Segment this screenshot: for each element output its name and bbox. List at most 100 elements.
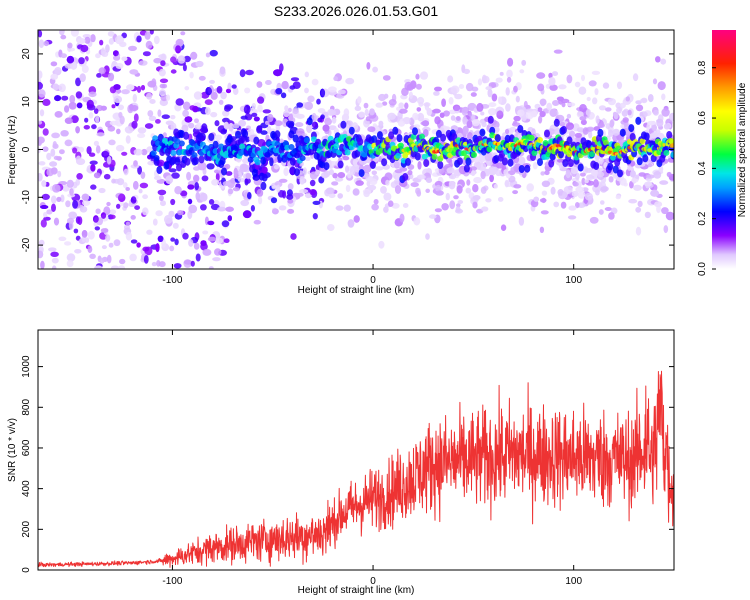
spectrogram-blob [158,261,166,268]
spectrogram-blob [139,182,149,189]
spectrogram-blob [49,161,58,167]
spectrogram-blob [549,108,557,117]
spectrogram-blob [553,49,563,54]
spectrogram-blob [536,72,546,79]
colorbar-ticks: 0.0 0.2 0.4 0.6 0.8 [697,60,716,276]
spectrogram-blob [58,236,67,241]
spectrogram-blob [69,188,74,196]
spectrogram-blob [203,273,212,280]
spectrogram-blob [46,168,54,177]
spectrogram-blob [244,177,251,184]
spectrogram-blob [227,82,232,91]
spectrogram-blob [265,80,272,85]
spectrogram-blob [479,128,486,137]
spectrogram-blob [242,210,252,219]
spectrogram-blob [404,102,409,110]
spectrogram-blob [605,123,611,130]
x-tick-label: 100 [565,576,582,587]
spectrogram-blob [622,117,629,123]
spectrogram-blob [159,89,166,97]
spectrogram-blob [641,97,648,104]
spectrogram-blob [75,126,80,134]
spectrogram-blob [101,150,110,158]
spectrogram-blob [64,139,73,147]
spectrogram-blob [593,179,599,188]
spectrogram-blob [214,274,223,279]
spectrogram-blob [448,97,454,105]
spectrogram-blob [515,106,523,111]
spectrogram-blob [146,229,153,235]
spectrogram-blob [432,108,441,114]
spectrogram-blob [310,136,317,143]
spectrogram-blob [90,164,96,172]
spectrogram-blob [116,128,121,135]
spectrogram-blob [512,190,518,195]
spectrogram-blob [172,222,179,229]
spectrogram-blob [417,161,422,170]
spectrogram-blob [164,214,173,224]
spectrogram-blob [171,172,180,179]
spectrogram-blob [187,198,193,205]
spectrogram-blob [198,75,206,81]
spectrogram-blob [77,38,86,44]
spectrogram-blob [194,182,199,191]
spectrogram-blob [472,195,481,201]
spectrogram-blob [253,116,260,122]
spectrogram-blob [619,128,626,137]
spectrogram-blob [147,110,154,117]
spectrogram-blob [392,126,399,135]
spectrogram-blob [274,130,281,139]
spectrogram-blob [165,15,171,20]
spectrogram-blob [267,125,272,135]
spectrogram-blob [565,169,571,179]
spectrogram-blob [576,111,584,118]
spectrogram-blob [129,69,139,75]
spectrogram-blob [109,214,116,220]
spectrogram-blob [282,190,287,199]
spectrogram-blob [453,195,459,200]
spectrogram-blob [123,202,129,209]
spectrogram-blob [184,157,191,166]
spectrogram-blob [93,108,99,114]
spectrogram-blob [138,60,148,66]
spectrogram-blob [462,125,469,135]
spectrogram-blob [116,203,121,209]
spectrogram-blob [467,132,473,140]
spectrogram-blob [391,202,400,209]
spectrogram-blob [621,110,628,117]
spectrogram-blob [653,171,662,179]
spectrogram-blob [81,230,88,238]
spectrogram-blob [378,240,385,249]
spectrogram-blob [107,31,115,37]
spectrogram-blob [628,199,638,204]
spectrogram-blob [426,108,432,116]
spectrogram-blob [304,101,314,110]
spectrogram-blob [76,102,83,109]
spectrogram-blob [381,158,388,167]
spectrogram-blob [317,117,323,123]
spectrogram-blob [38,147,41,154]
spectrogram-blob [473,177,482,184]
spectrogram-blob [365,116,371,122]
spectrogram-blob [223,121,229,130]
spectrogram-blob [42,146,49,152]
spectrogram-blob [38,89,46,98]
spectrogram-blob [544,129,550,138]
spectrogram-blob [165,94,171,101]
spectrogram-blob [113,84,121,90]
spectrogram-blob [160,53,167,61]
spectrogram-blob [661,93,666,101]
spectrogram-blob [643,132,650,141]
spectrogram-blob [312,213,318,220]
spectrogram-blob [40,260,45,269]
spectrogram-blob [299,189,309,194]
spectrogram-blob [364,109,369,116]
spectrogram-blob [345,165,350,173]
spectrogram-blob [523,100,528,109]
spectrogram-blob [153,57,162,64]
spectrogram-blob [584,178,589,184]
spectrogram-blob [417,174,426,180]
spectrogram-blob [219,66,226,75]
spectrogram-blob [79,206,88,213]
